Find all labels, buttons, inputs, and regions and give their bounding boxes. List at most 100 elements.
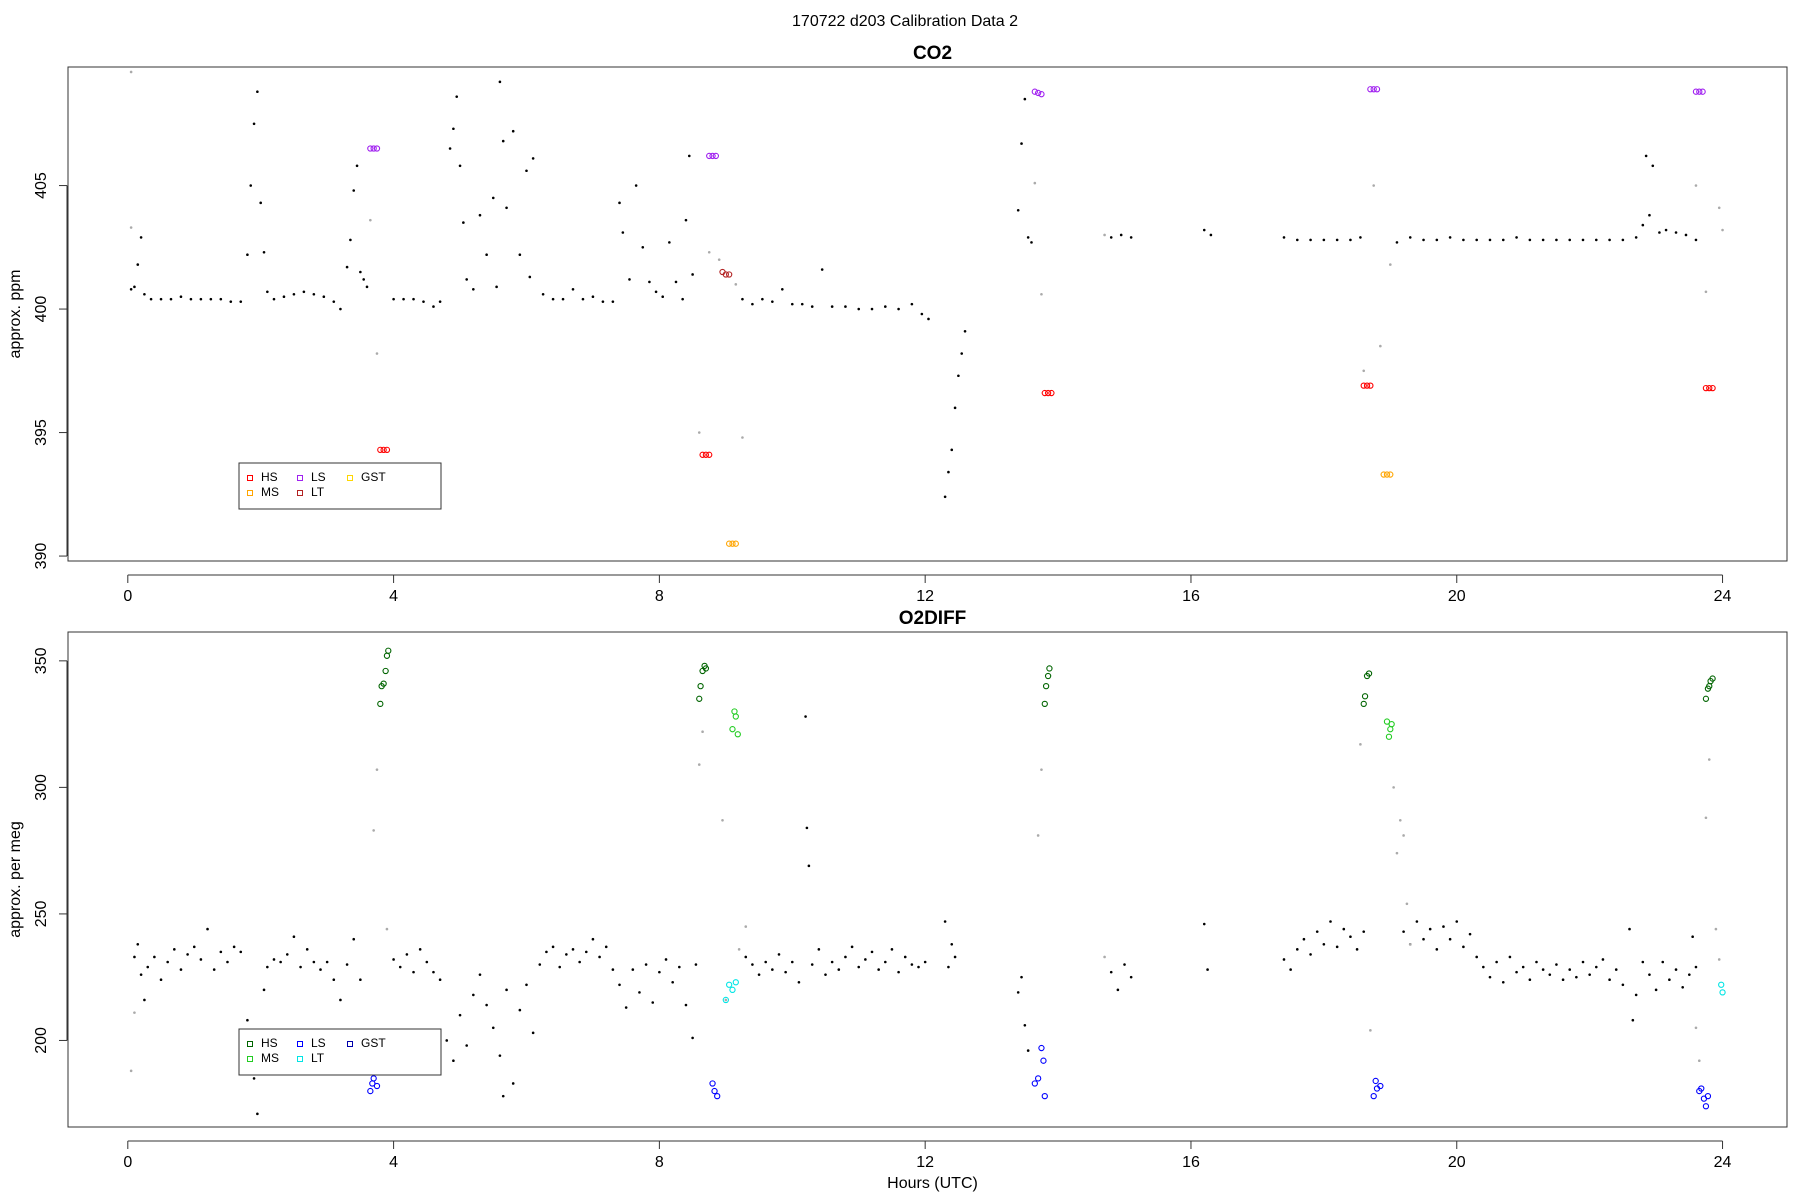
calibration-point: [367, 1087, 374, 1095]
data-point: [485, 253, 488, 257]
data-point: [1581, 960, 1585, 964]
legend-label: HS: [261, 470, 278, 484]
data-point: [518, 1008, 522, 1012]
calibration-point: [1034, 1075, 1042, 1082]
data-point: [638, 991, 641, 994]
data-point: [678, 965, 681, 969]
data-point: [292, 935, 296, 938]
data-point: [584, 950, 588, 954]
data-point: [1501, 980, 1505, 984]
calibration-point: [377, 446, 384, 453]
data-point: [498, 80, 502, 84]
calibration-point: [380, 446, 387, 453]
legend-marker: [297, 1056, 303, 1062]
data-point: [159, 297, 163, 301]
x-tick-label: 24: [1714, 1154, 1732, 1171]
y-tick-label: 250: [33, 900, 50, 927]
data-point: [1023, 1023, 1027, 1027]
calibration-point: [370, 145, 377, 152]
data-point: [1528, 978, 1532, 982]
data-point: [1608, 978, 1611, 982]
data-point: [252, 122, 256, 126]
data-point: [139, 973, 143, 976]
data-point: [1594, 238, 1598, 242]
data-point: [697, 763, 701, 766]
calibration-point: [1031, 88, 1038, 95]
data-point: [671, 980, 674, 984]
data-point: [751, 963, 754, 966]
data-point: [491, 196, 495, 200]
data-point: [252, 1077, 256, 1080]
data-point: [1016, 208, 1020, 212]
data-point: [531, 1031, 535, 1035]
data-point: [418, 948, 422, 951]
data-point: [634, 184, 638, 187]
x-tick-label: 4: [389, 1154, 398, 1171]
data-point: [1202, 228, 1206, 232]
data-point: [375, 768, 379, 771]
data-point: [947, 965, 950, 969]
data-point: [1707, 758, 1711, 761]
calibration-point: [726, 271, 733, 278]
data-point: [1349, 238, 1352, 242]
data-point: [455, 95, 459, 98]
data-point: [312, 960, 316, 964]
data-point: [571, 948, 575, 951]
data-point: [1674, 231, 1678, 234]
data-point: [857, 965, 861, 969]
data-point: [1422, 937, 1425, 941]
data-point: [1026, 236, 1030, 239]
legend-marker: [347, 475, 353, 481]
data-point: [611, 300, 615, 303]
data-point: [129, 288, 133, 291]
data-point: [764, 960, 767, 964]
data-point: [332, 300, 336, 303]
data-point: [392, 297, 395, 301]
data-point: [761, 297, 764, 301]
data-point: [249, 184, 253, 187]
data-point: [890, 948, 894, 951]
data-point: [465, 278, 468, 281]
data-point: [654, 290, 658, 294]
data-point: [790, 960, 794, 964]
data-point: [239, 300, 243, 303]
data-point: [684, 1003, 688, 1007]
data-point: [1359, 743, 1362, 746]
data-point: [1561, 978, 1565, 982]
calibration-point: [380, 680, 387, 687]
calibration-point: [1365, 670, 1373, 677]
data-point: [375, 352, 379, 355]
data-point: [1575, 975, 1578, 979]
data-point: [153, 955, 156, 959]
data-point: [963, 329, 967, 333]
data-point: [1402, 930, 1405, 933]
calibration-point: [1373, 86, 1381, 93]
data-point: [591, 937, 595, 941]
data-point: [133, 285, 136, 289]
data-point: [369, 218, 372, 222]
data-point: [1568, 968, 1572, 971]
data-point: [598, 955, 601, 959]
data-point: [528, 275, 532, 279]
data-point: [1435, 948, 1439, 951]
legend-marker: [247, 1056, 253, 1062]
data-point: [1435, 238, 1439, 242]
data-point: [624, 1006, 628, 1009]
data-point: [1030, 241, 1033, 244]
data-point: [1335, 238, 1339, 242]
data-point: [581, 297, 585, 301]
data-point: [1355, 948, 1359, 951]
data-point: [362, 278, 365, 281]
x-tick-label: 0: [123, 1154, 132, 1171]
legend-box: [238, 462, 442, 510]
data-point: [1295, 948, 1299, 951]
calibration-point: [1383, 471, 1391, 478]
data-point: [641, 246, 645, 249]
calibration-point: [732, 713, 739, 720]
data-point: [561, 297, 565, 301]
data-point: [355, 164, 359, 168]
data-point: [305, 948, 309, 951]
data-point: [432, 305, 435, 308]
data-point: [1342, 927, 1346, 931]
